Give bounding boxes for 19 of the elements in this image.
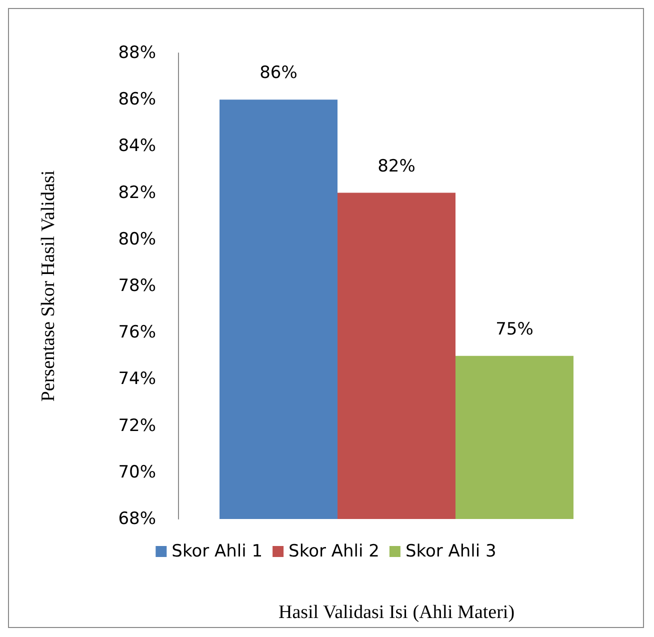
x-axis-title: Hasil Validasi Isi (Ahli Materi): [278, 602, 515, 623]
y-tick-label: 82%: [118, 182, 156, 203]
y-tick-label: 88%: [118, 43, 156, 63]
legend-label: Skor Ahli 3: [405, 542, 496, 562]
data-label: 75%: [496, 319, 534, 340]
y-tick-label: 70%: [118, 462, 156, 482]
y-tick-label: 74%: [118, 369, 156, 390]
y-tick-label: 80%: [118, 229, 156, 250]
y-tick-label: 78%: [118, 276, 156, 296]
y-axis-title: Persentase Skor Hasil Validasi: [38, 170, 59, 402]
data-label: 86%: [260, 63, 298, 84]
y-tick-label: 68%: [118, 509, 156, 529]
data-label: 82%: [378, 156, 416, 176]
y-tick-label: 76%: [118, 322, 156, 343]
legend-label: Skor Ahli 1: [172, 542, 263, 562]
y-tick-label: 86%: [118, 90, 156, 110]
y-tick-label: 72%: [118, 416, 156, 436]
legend-label: Skor Ahli 2: [288, 542, 380, 562]
y-tick-label: 84%: [118, 136, 156, 156]
